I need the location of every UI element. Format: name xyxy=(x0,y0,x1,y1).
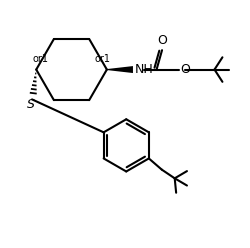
Text: NH: NH xyxy=(135,63,154,76)
Text: O: O xyxy=(157,34,167,47)
Text: or1: or1 xyxy=(33,54,49,64)
Text: or1: or1 xyxy=(94,54,110,64)
Text: O: O xyxy=(181,63,190,76)
Polygon shape xyxy=(107,66,133,73)
Text: S: S xyxy=(27,98,35,111)
